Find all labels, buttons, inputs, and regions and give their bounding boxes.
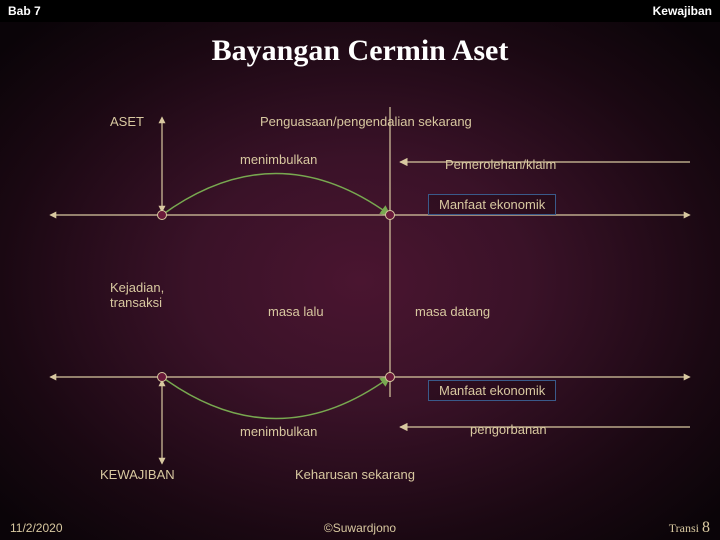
box-manfaat-bot: Manfaat ekonomik [428, 380, 556, 401]
label-masa_lalu: masa lalu [268, 304, 324, 319]
diagram-area: ASET Penguasaan/pengendalian sekarang meni… [0, 22, 720, 516]
footer-transi: Transi 8 [669, 519, 710, 537]
label-pengorbanan: pengorbanan [470, 422, 547, 437]
header-left: Bab 7 [8, 4, 41, 18]
label-kewajiban: KEWAJIBAN [100, 467, 175, 482]
label-menimbulkan_bot: menimbulkan [240, 424, 317, 439]
label-keharusan: Keharusan sekarang [295, 467, 415, 482]
label-pemerolehan: Pemerolehan/klaim [445, 157, 556, 172]
footer-date: 11/2/2020 [10, 521, 63, 535]
label-aset: ASET [110, 114, 144, 129]
box-manfaat-top: Manfaat ekonomik [428, 194, 556, 215]
label-penguasaan: Penguasaan/pengendalian sekarang [260, 114, 472, 129]
header-right: Kewajiban [653, 4, 712, 18]
diagram-svg [0, 22, 720, 516]
label-masa_datang: masa datang [415, 304, 490, 319]
label-menimbulkan_top: menimbulkan [240, 152, 317, 167]
footer-author: ©Suwardjono [324, 521, 396, 535]
label-kejadian: Kejadian, transaksi [110, 280, 164, 310]
